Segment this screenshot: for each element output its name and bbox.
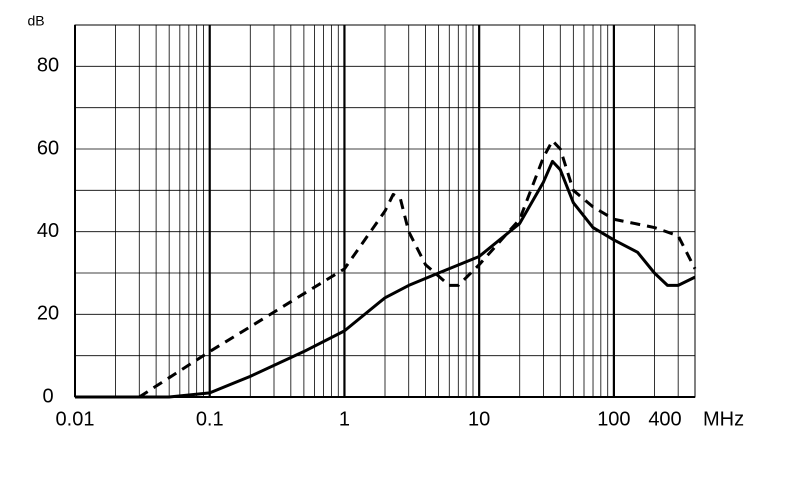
x-unit: MHz bbox=[703, 408, 744, 430]
x-tick-label: 100 bbox=[597, 408, 630, 430]
x-tick-label: 1 bbox=[339, 408, 350, 430]
y-tick-label: 0 bbox=[42, 385, 53, 407]
data-line bbox=[75, 159, 696, 399]
y-tick-label: 80 bbox=[37, 55, 59, 77]
x-tick-label: 0.01 bbox=[56, 408, 95, 430]
y-unit: dB bbox=[27, 13, 44, 29]
x-tick-label: 0.1 bbox=[196, 408, 224, 430]
y-tick-label: 40 bbox=[37, 220, 59, 242]
y-tick-label: 20 bbox=[37, 303, 59, 325]
x-tick-label: 10 bbox=[468, 408, 490, 430]
x-tick-label: 400 bbox=[648, 408, 681, 430]
data-line bbox=[138, 139, 697, 399]
y-tick-label: 60 bbox=[37, 137, 59, 159]
